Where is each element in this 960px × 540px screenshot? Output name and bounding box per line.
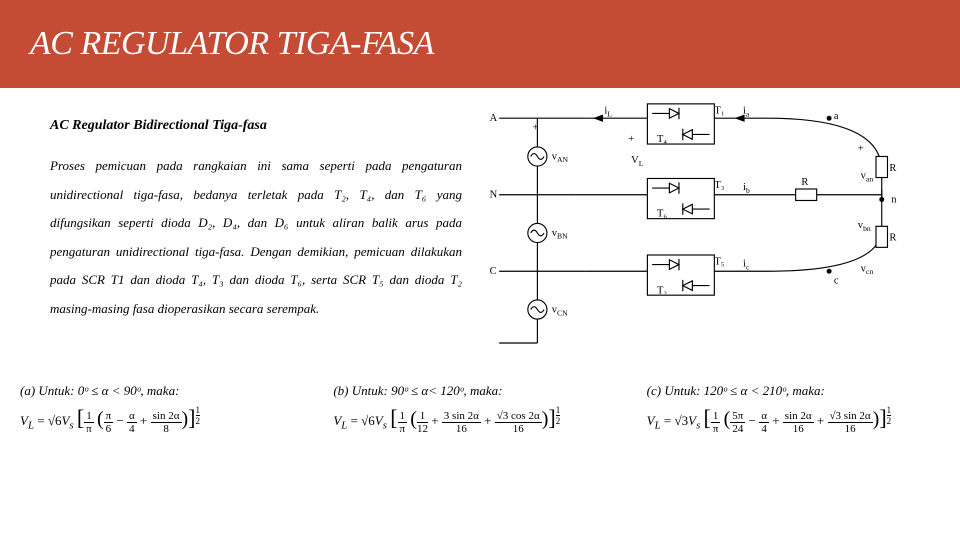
case-c: (c) Untuk: 120ᵒ ≤ α < 210ᵒ, maka: VL = √… (647, 383, 940, 435)
svg-text:a: a (834, 111, 839, 122)
svg-text:iL: iL (604, 105, 612, 118)
svg-text:R: R (889, 233, 896, 244)
case-b-formula: VL = √6Vs [1π (112 + 3 sin 2α16 + √3 cos… (333, 405, 626, 435)
svg-text:vcn: vcn (861, 263, 874, 276)
svg-text:T₄: T₄ (657, 134, 667, 145)
subtitle: AC Regulator Bidirectional Tiga-fasa (50, 118, 462, 134)
circuit-diagram: A vAN + N vBN C vCN iL + (480, 88, 940, 373)
case-a: (a) Untuk: 0ᵒ ≤ α < 90ᵒ, maka: VL = √6Vs… (20, 383, 313, 435)
svg-text:c: c (834, 276, 839, 287)
svg-text:ic: ic (743, 258, 750, 271)
case-b-label: (b) Untuk: 90ᵒ ≤ α< 120ᵒ, maka: (333, 383, 626, 399)
body-paragraph: Proses pemicuan pada rangkaian ini sama … (50, 152, 462, 324)
title-banner: AC REGULATOR TIGA-FASA (0, 0, 960, 88)
svg-text:+: + (858, 144, 864, 155)
svg-text:T₃: T₃ (714, 180, 724, 191)
svg-text:T₁: T₁ (714, 105, 724, 116)
case-a-label: (a) Untuk: 0ᵒ ≤ α < 90ᵒ, maka: (20, 383, 313, 399)
cases-row: (a) Untuk: 0ᵒ ≤ α < 90ᵒ, maka: VL = √6Vs… (0, 373, 960, 435)
svg-text:+: + (533, 123, 539, 134)
case-a-formula: VL = √6Vs [1π (π6 − α4 + sin 2α8)]12 (20, 405, 313, 435)
svg-text:C: C (490, 266, 497, 277)
case-c-formula: VL = √3Vs [1π (5π24 − α4 + sin 2α16 + √3… (647, 405, 940, 435)
svg-text:van: van (861, 170, 874, 183)
svg-text:vCN: vCN (552, 304, 568, 317)
svg-text:vAN: vAN (552, 151, 569, 164)
case-c-label: (c) Untuk: 120ᵒ ≤ α < 210ᵒ, maka: (647, 383, 940, 399)
svg-text:ib: ib (743, 182, 750, 195)
page-title: AC REGULATOR TIGA-FASA (30, 25, 434, 63)
case-b: (b) Untuk: 90ᵒ ≤ α< 120ᵒ, maka: VL = √6V… (333, 383, 626, 435)
svg-text:A: A (490, 113, 498, 124)
svg-text:R: R (889, 163, 896, 174)
svg-text:n: n (891, 194, 897, 205)
svg-text:vbn: vbn (858, 220, 871, 233)
text-column: AC Regulator Bidirectional Tiga-fasa Pro… (0, 88, 480, 373)
svg-text:T₅: T₅ (714, 257, 724, 268)
svg-text:T₂: T₂ (657, 285, 667, 296)
svg-text:vBN: vBN (552, 228, 568, 241)
svg-text:T₆: T₆ (657, 209, 667, 220)
svg-text:N: N (490, 190, 498, 201)
circuit-svg: A vAN + N vBN C vCN iL + (480, 98, 920, 368)
content-row: AC Regulator Bidirectional Tiga-fasa Pro… (0, 88, 960, 373)
svg-text:R: R (801, 177, 808, 188)
svg-text:+: + (628, 134, 634, 145)
svg-text:VL: VL (631, 155, 644, 168)
